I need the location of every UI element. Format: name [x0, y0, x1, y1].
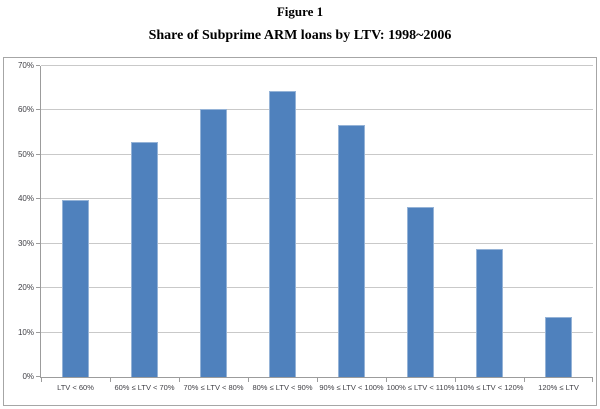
bar [200, 109, 227, 377]
x-axis-tick [179, 378, 180, 382]
y-tick-label: 20% [17, 283, 34, 293]
y-gridline [41, 198, 593, 200]
y-axis-tick [36, 287, 40, 289]
x-tick-label: 90% ≤ LTV < 100% [319, 383, 384, 392]
y-axis-tick [36, 198, 40, 200]
y-gridline [41, 242, 593, 244]
y-axis-tick [36, 109, 40, 111]
plot-area: 0% 10% 20% 30% 40% 50% 60% 70% LTV < 60% 60% ≤ LT… [18, 62, 593, 392]
figure-label: Figure 1 [276, 4, 324, 19]
y-tick-label: 60% [17, 105, 34, 115]
bar [476, 249, 503, 377]
y-axis-tick [36, 153, 40, 155]
bar [338, 125, 365, 377]
x-axis-tick [41, 378, 42, 382]
chart-title: Share of Subprime ARM loans by LTV: 1998… [148, 28, 452, 43]
x-tick-label: 80% ≤ LTV < 90% [252, 383, 313, 392]
y-axis-tick [36, 331, 40, 333]
x-axis-tick [455, 378, 456, 382]
y-axis-tick [36, 242, 40, 244]
x-tick-label: 70% ≤ LTV < 80% [183, 383, 244, 392]
y-tick-label: 70% [17, 61, 34, 70]
y-gridline [41, 287, 593, 289]
y-axis-tick [36, 65, 40, 66]
x-tick-label: 120% ≤ LTV [538, 383, 579, 392]
y-tick-label: 0% [22, 372, 34, 381]
x-tick-label: 100% ≤ LTV < 110% [386, 383, 455, 392]
y-tick-label: 30% [17, 238, 34, 248]
y-tick-label: 40% [17, 194, 34, 204]
x-tick-label: LTV < 60% [57, 383, 94, 392]
y-gridline [41, 153, 593, 155]
x-axis-line [40, 377, 593, 378]
bar [62, 200, 89, 377]
y-axis-line [40, 66, 41, 377]
y-gridline [41, 331, 593, 333]
x-tick-label: 110% ≤ LTV < 120% [455, 383, 524, 392]
y-tick-label: 50% [17, 149, 34, 159]
bar [269, 91, 296, 377]
y-gridline [41, 109, 593, 111]
x-axis-tick [110, 378, 111, 382]
bar [131, 142, 158, 377]
x-axis-tick [317, 378, 318, 382]
y-axis-tick [36, 376, 40, 377]
x-axis-tick [592, 378, 593, 382]
x-axis-tick [386, 378, 387, 382]
y-tick-label: 10% [17, 327, 34, 337]
chart-box: 0% 10% 20% 30% 40% 50% 60% 70% LTV < 60% 60% ≤ LT… [3, 57, 597, 406]
x-tick-label: 60% ≤ LTV < 70% [114, 383, 175, 392]
bar [545, 317, 572, 377]
bar [407, 207, 434, 377]
x-axis-tick [524, 378, 525, 382]
x-axis-tick [248, 378, 249, 382]
y-gridline [41, 65, 593, 66]
